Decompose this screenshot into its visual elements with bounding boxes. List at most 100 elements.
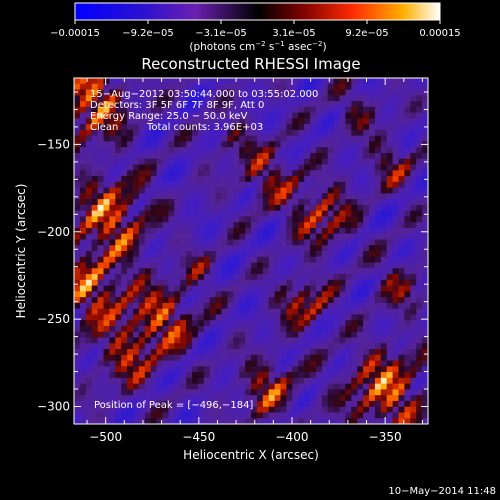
heatmap-cell <box>251 274 258 281</box>
heatmap-cell <box>127 112 134 119</box>
heatmap-cell <box>144 118 152 125</box>
heatmap-cell <box>380 216 388 223</box>
heatmap-cell <box>262 176 270 183</box>
heatmap-cell <box>174 176 181 183</box>
heatmap-cell <box>150 279 158 287</box>
heatmap-cell <box>256 256 264 264</box>
heatmap-cell <box>416 354 423 362</box>
heatmap-cell <box>156 279 164 287</box>
heatmap-cell <box>133 291 140 298</box>
heatmap-cell <box>227 152 234 160</box>
heatmap-cell <box>91 170 99 177</box>
heatmap-cell <box>121 106 128 114</box>
heatmap-cell <box>315 101 323 108</box>
heatmap-cell <box>280 135 287 143</box>
heatmap-cell <box>115 274 122 281</box>
heatmap-cell <box>138 129 146 137</box>
heatmap-cell <box>339 262 346 269</box>
heatmap-cell <box>227 372 234 379</box>
heatmap-cell <box>380 406 388 414</box>
heatmap-cell <box>315 297 323 304</box>
heatmap-cell <box>280 227 287 235</box>
heatmap-cell <box>103 78 110 85</box>
heatmap-cell <box>280 216 287 223</box>
heatmap-cell <box>345 308 352 316</box>
heatmap-cell <box>127 124 134 131</box>
heatmap-cell <box>103 147 110 154</box>
heatmap-cell <box>304 400 311 408</box>
heatmap-cell <box>133 147 140 154</box>
heatmap-cell <box>262 89 270 96</box>
heatmap-cell <box>321 181 329 189</box>
heatmap-cell <box>380 193 388 200</box>
heatmap-cell <box>203 285 211 292</box>
heatmap-cell <box>345 170 352 177</box>
heatmap-cell <box>422 302 428 310</box>
heatmap-cell <box>203 245 211 252</box>
heatmap-cell <box>103 377 110 385</box>
heatmap-cell <box>174 245 181 252</box>
heatmap-cell <box>274 204 282 212</box>
heatmap-cell <box>121 268 128 275</box>
heatmap-cell <box>386 383 394 390</box>
heatmap-cell <box>351 147 358 154</box>
heatmap-cell <box>351 372 358 379</box>
heatmap-cell <box>422 262 428 269</box>
heatmap-cell <box>221 124 228 131</box>
heatmap-cell <box>203 204 211 212</box>
heatmap-cell <box>192 181 199 189</box>
heatmap-cell <box>251 256 258 264</box>
heatmap-cell <box>174 204 181 212</box>
heatmap-cell <box>374 314 382 321</box>
heatmap-cell <box>357 78 364 85</box>
heatmap-cell <box>115 83 122 91</box>
heatmap-cell <box>280 337 287 344</box>
heatmap-cell <box>357 262 364 269</box>
heatmap-cell <box>79 256 87 264</box>
heatmap-cell <box>180 383 187 390</box>
heatmap-cell <box>109 285 116 292</box>
heatmap-cell <box>227 141 234 148</box>
heatmap-cell <box>233 89 240 96</box>
heatmap-cell <box>85 158 93 166</box>
heatmap-cell <box>251 233 258 241</box>
heatmap-cell <box>138 89 146 96</box>
heatmap-cell <box>333 377 341 385</box>
heatmap-cell <box>109 95 116 102</box>
heatmap-cell <box>280 233 287 241</box>
heatmap-cell <box>274 101 282 108</box>
heatmap-cell <box>327 89 335 96</box>
heatmap-cell <box>398 331 405 339</box>
heatmap-cell <box>127 360 134 367</box>
heatmap-cell <box>321 256 329 264</box>
heatmap-cell <box>327 164 335 171</box>
heatmap-cell <box>251 389 258 396</box>
heatmap-cell <box>321 297 329 304</box>
heatmap-cell <box>138 245 146 252</box>
heatmap-cell <box>144 279 152 287</box>
heatmap-cell <box>262 204 270 212</box>
heatmap-cell <box>180 400 187 408</box>
heatmap-cell <box>197 216 205 223</box>
heatmap-cell <box>404 141 411 148</box>
heatmap-cell <box>363 158 370 166</box>
heatmap-cell <box>357 176 364 183</box>
heatmap-cell <box>298 227 305 235</box>
heatmap-cell <box>327 239 335 246</box>
heatmap-cell <box>280 308 287 316</box>
heatmap-cell <box>109 135 116 143</box>
heatmap-cell <box>192 279 199 287</box>
heatmap-cell <box>91 204 99 212</box>
heatmap-cell <box>186 406 193 414</box>
heatmap-cell <box>392 412 400 419</box>
heatmap-cell <box>422 354 428 362</box>
heatmap-cell <box>369 89 376 96</box>
heatmap-cell <box>215 256 223 264</box>
heatmap-cell <box>221 285 228 292</box>
heatmap-cell <box>262 406 270 414</box>
heatmap-cell <box>233 101 240 108</box>
heatmap-cell <box>97 210 105 217</box>
heatmap-cell <box>315 354 323 362</box>
heatmap-cell <box>422 89 428 96</box>
heatmap-cell <box>109 395 116 402</box>
